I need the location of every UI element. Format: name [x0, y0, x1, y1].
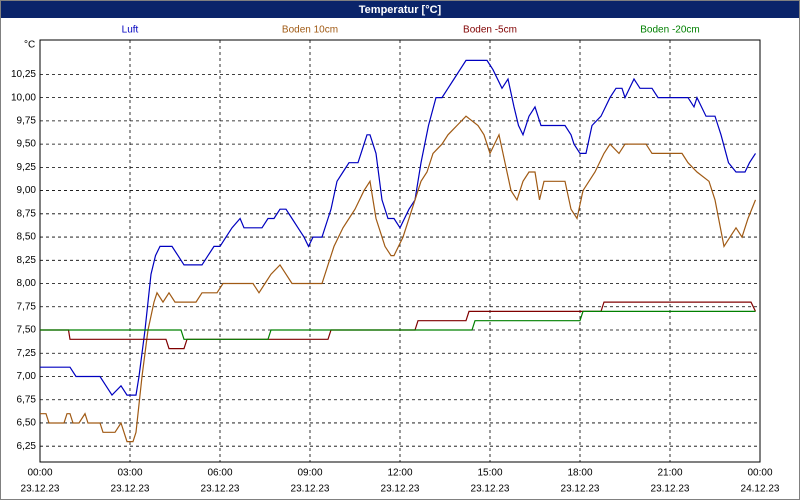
x-tick-label: 03:00 — [117, 468, 142, 479]
y-tick-label: 10,25 — [11, 69, 36, 80]
chart-title: Temperatur [°C] — [359, 4, 442, 16]
y-tick-label: 8,50 — [17, 232, 37, 243]
legend-entry: Boden -5cm — [463, 25, 517, 36]
x-tick-label: 00:00 — [747, 468, 772, 479]
x-tick-label: 09:00 — [297, 468, 322, 479]
x-tick-date: 23.12.23 — [651, 484, 690, 495]
y-tick-label: 10,00 — [11, 92, 36, 103]
x-tick-label: 21:00 — [657, 468, 682, 479]
y-tick-label: 8,75 — [17, 208, 37, 219]
x-tick-date: 23.12.23 — [561, 484, 600, 495]
legend-entry: Boden -20cm — [640, 25, 699, 36]
legend-entry: Luft — [122, 25, 139, 36]
line-series — [40, 310, 756, 340]
y-tick-label: 6,75 — [17, 394, 37, 405]
line-series — [40, 115, 757, 443]
y-tick-label: 9,25 — [17, 162, 37, 173]
title-bar — [1, 1, 799, 18]
y-tick-label: 7,50 — [17, 325, 37, 336]
y-tick-label: 7,00 — [17, 371, 37, 382]
x-tick-label: 15:00 — [477, 468, 502, 479]
x-tick-date: 23.12.23 — [471, 484, 510, 495]
y-tick-label: 6,25 — [17, 441, 37, 452]
x-tick-date: 24.12.23 — [741, 484, 780, 495]
x-tick-label: 06:00 — [207, 468, 232, 479]
x-tick-label: 12:00 — [387, 468, 412, 479]
y-tick-label: 9,00 — [17, 185, 37, 196]
y-tick-label: 8,00 — [17, 278, 37, 289]
plot-border — [39, 39, 761, 463]
x-tick-label: 18:00 — [567, 468, 592, 479]
y-tick-label: 9,50 — [17, 139, 37, 150]
legend-entry: Boden 10cm — [282, 25, 338, 36]
x-tick-date: 23.12.23 — [111, 484, 150, 495]
x-tick-label: 00:00 — [27, 468, 52, 479]
y-tick-label: 7,75 — [17, 301, 37, 312]
y-tick-label: 7,25 — [17, 348, 37, 359]
y-unit: °C — [24, 40, 35, 51]
x-tick-date: 23.12.23 — [201, 484, 240, 495]
y-tick-label: 6,50 — [17, 418, 37, 429]
y-tick-label: 8,25 — [17, 255, 37, 266]
x-tick-date: 23.12.23 — [381, 484, 420, 495]
y-tick-label: 9,75 — [17, 116, 37, 127]
x-tick-date: 23.12.23 — [291, 484, 330, 495]
line-series — [40, 59, 757, 397]
x-tick-date: 23.12.23 — [21, 484, 60, 495]
